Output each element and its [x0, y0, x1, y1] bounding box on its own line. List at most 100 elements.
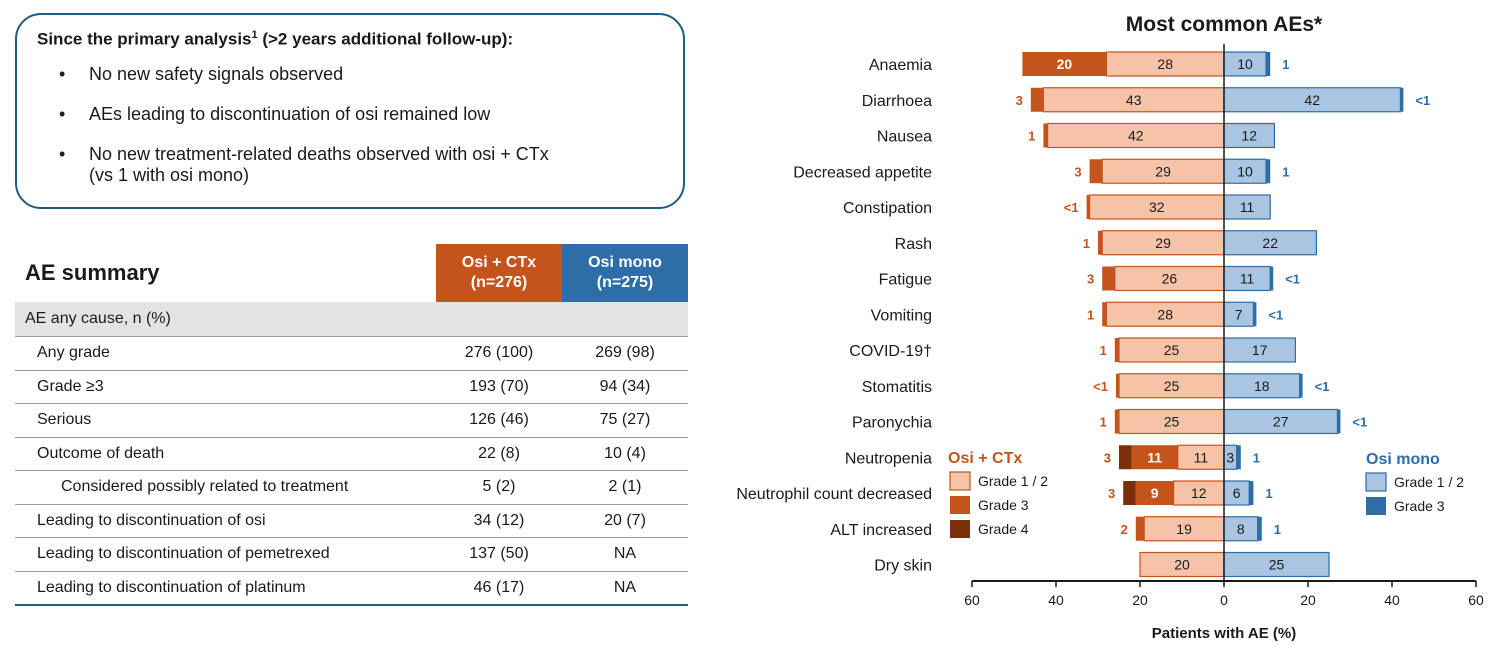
bar-osi-mono-grade3	[1236, 445, 1241, 470]
cell-osi-mono: 269 (98)	[562, 336, 688, 371]
table-row: Leading to discontinuation of platinum 4…	[15, 571, 688, 606]
bar-osi-mono-grade3	[1400, 87, 1404, 112]
summary-bullet-list: • No new safety signals observed • AEs lea…	[37, 64, 663, 186]
row-label: Leading to discontinuation of osi	[15, 504, 436, 538]
bar-osi-ctx-grade12	[1114, 265, 1225, 292]
bar-osi-mono-grade3	[1249, 481, 1254, 505]
category-label: Decreased appetite	[793, 164, 932, 181]
summary-heading-tail: (>2 years additional follow-up):	[257, 29, 514, 49]
category-label: Paronychia	[852, 415, 932, 432]
bar-label-osi-mono-grade12: 22	[1262, 235, 1278, 251]
summary-bullet-text: No new safety signals observed	[89, 63, 344, 84]
bar-side-label-osi-ctx: 3	[1108, 486, 1115, 501]
bar-side-label-osi-ctx: 3	[1016, 93, 1023, 108]
legend-title-osi-mono: Osi mono	[1366, 451, 1440, 468]
bar-label-osi-mono-grade12: 7	[1235, 306, 1243, 322]
bar-osi-ctx-grade3	[1102, 266, 1115, 291]
bar-osi-mono-grade3	[1266, 52, 1271, 76]
bar-side-label-osi-ctx: 1	[1087, 307, 1094, 322]
bar-osi-mono-grade3	[1299, 373, 1303, 398]
bar-label-osi-ctx-grade12: 20	[1174, 557, 1190, 573]
bar-label-osi-ctx-grade12: 25	[1164, 414, 1180, 430]
category-label: Nausea	[877, 129, 932, 146]
category-label: ALT increased	[830, 522, 932, 539]
bar-label-osi-ctx-grade12: 43	[1126, 92, 1142, 108]
bar-side-label-osi-mono: 1	[1282, 57, 1289, 72]
bar-label-osi-mono-grade12: 8	[1237, 521, 1245, 537]
bar-osi-ctx-grade12	[1105, 51, 1225, 77]
bar-osi-ctx-grade4	[1123, 481, 1136, 505]
bar-label-osi-mono-grade12: 10	[1237, 56, 1253, 72]
bar-label-osi-mono-grade12: 11	[1240, 199, 1255, 215]
legend-swatch-osi-ctx	[949, 471, 971, 491]
most-common-aes-chart: Most common AEs* Anaemia 20 28 10 1Diarrhoea…	[736, 13, 1484, 642]
bar-osi-ctx-grade3	[1135, 481, 1174, 505]
bar-label-osi-ctx-grade12: 19	[1176, 521, 1192, 537]
table-row: Outcome of death 22 (8) 10 (4)	[15, 437, 688, 471]
bar-label-osi-ctx-grade12: 32	[1149, 199, 1165, 215]
bar-side-label-osi-ctx: <1	[1093, 379, 1108, 394]
summary-bullet-text: No new treatment-related deaths observed…	[89, 143, 549, 185]
bar-osi-ctx-grade12	[1042, 87, 1225, 113]
bar-osi-mono-grade12	[1223, 158, 1267, 184]
table-section-row: AE any cause, n (%)	[15, 302, 688, 337]
bar-side-label-osi-ctx: 2	[1121, 522, 1128, 537]
bar-side-label-osi-ctx: 3	[1087, 272, 1094, 287]
cell-osi-ctx: 193 (70)	[436, 370, 562, 404]
bar-label-osi-mono-grade12: 11	[1240, 271, 1255, 287]
bar-side-label-osi-mono: <1	[1285, 272, 1300, 287]
cell-osi-mono: 75 (27)	[562, 403, 688, 438]
row-label: Grade ≥3	[15, 370, 436, 404]
cell-osi-mono: 20 (7)	[562, 504, 688, 538]
table-title: AE summary	[25, 260, 160, 285]
legend-label-osi-ctx: Grade 4	[978, 521, 1029, 537]
legend-swatch-osi-mono	[1366, 497, 1386, 515]
category-label: Anaemia	[869, 57, 932, 74]
cell-osi-mono: 2 (1)	[562, 470, 688, 505]
bar-osi-mono-grade3	[1270, 266, 1274, 291]
bar-osi-mono-grade12	[1223, 230, 1318, 256]
bar-side-label-osi-ctx: 3	[1104, 450, 1111, 465]
table-row: Serious 126 (46) 75 (27)	[15, 403, 688, 438]
table-row: Leading to discontinuation of pemetrexed…	[15, 537, 688, 572]
bar-osi-ctx-grade3	[1114, 409, 1119, 434]
table-row: Considered possibly related to treatment…	[15, 470, 688, 505]
x-tick-label: 60	[964, 592, 980, 608]
legend-swatch-osi-ctx	[950, 496, 970, 514]
bar-label-osi-ctx-grade12: 25	[1164, 378, 1180, 394]
bar-osi-ctx-grade3	[1116, 373, 1119, 398]
bar-osi-ctx-grade3	[1086, 195, 1090, 219]
category-label: Vomiting	[871, 307, 932, 324]
bar-side-label-osi-ctx: <1	[1064, 200, 1079, 215]
bar-side-label-osi-mono: <1	[1268, 307, 1283, 322]
column-header-osi-ctx: Osi + CTx (n=276)	[436, 244, 562, 302]
legend-label-osi-mono: Grade 1 / 2	[1394, 474, 1464, 490]
bar-osi-mono-grade3	[1337, 409, 1341, 434]
bar-osi-mono-grade12	[1223, 194, 1271, 220]
bar-side-label-osi-mono: 1	[1274, 522, 1281, 537]
cell-osi-ctx: 22 (8)	[436, 437, 562, 471]
category-label: Neutrophil count decreased	[736, 486, 932, 503]
bar-side-label-osi-mono: 1	[1282, 164, 1289, 179]
row-label: Serious	[15, 403, 436, 438]
bar-osi-ctx-grade3	[1022, 52, 1107, 76]
bar-label-osi-ctx-grade12: 12	[1191, 485, 1207, 501]
x-tick-label: 20	[1132, 592, 1148, 608]
bar-osi-ctx-grade12	[1143, 516, 1225, 542]
bar-osi-ctx-grade12	[1139, 551, 1225, 578]
bullet-dot-icon: •	[59, 143, 66, 164]
legend-label-osi-mono: Grade 3	[1394, 498, 1445, 514]
bar-label-osi-ctx-grade12: 28	[1157, 56, 1173, 72]
cell-osi-mono: 94 (34)	[562, 370, 688, 404]
x-tick-label: 60	[1468, 592, 1484, 608]
table-row: Leading to discontinuation of osi 34 (12…	[15, 504, 688, 538]
bar-osi-ctx-grade12	[1101, 230, 1225, 256]
bar-osi-mono-grade12	[1223, 122, 1276, 149]
column-header-osi-mono: Osi mono (n=275)	[562, 244, 688, 302]
summary-heading: Since the primary analysis1 (>2 years ad…	[37, 29, 663, 50]
bar-label-osi-ctx-grade12: 42	[1128, 128, 1144, 144]
summary-bullet: • No new treatment-related deaths observe…	[37, 144, 663, 186]
bar-osi-ctx-grade3	[1135, 516, 1145, 541]
cell-osi-mono: 10 (4)	[562, 437, 688, 471]
cell-osi-ctx: 276 (100)	[436, 336, 562, 371]
